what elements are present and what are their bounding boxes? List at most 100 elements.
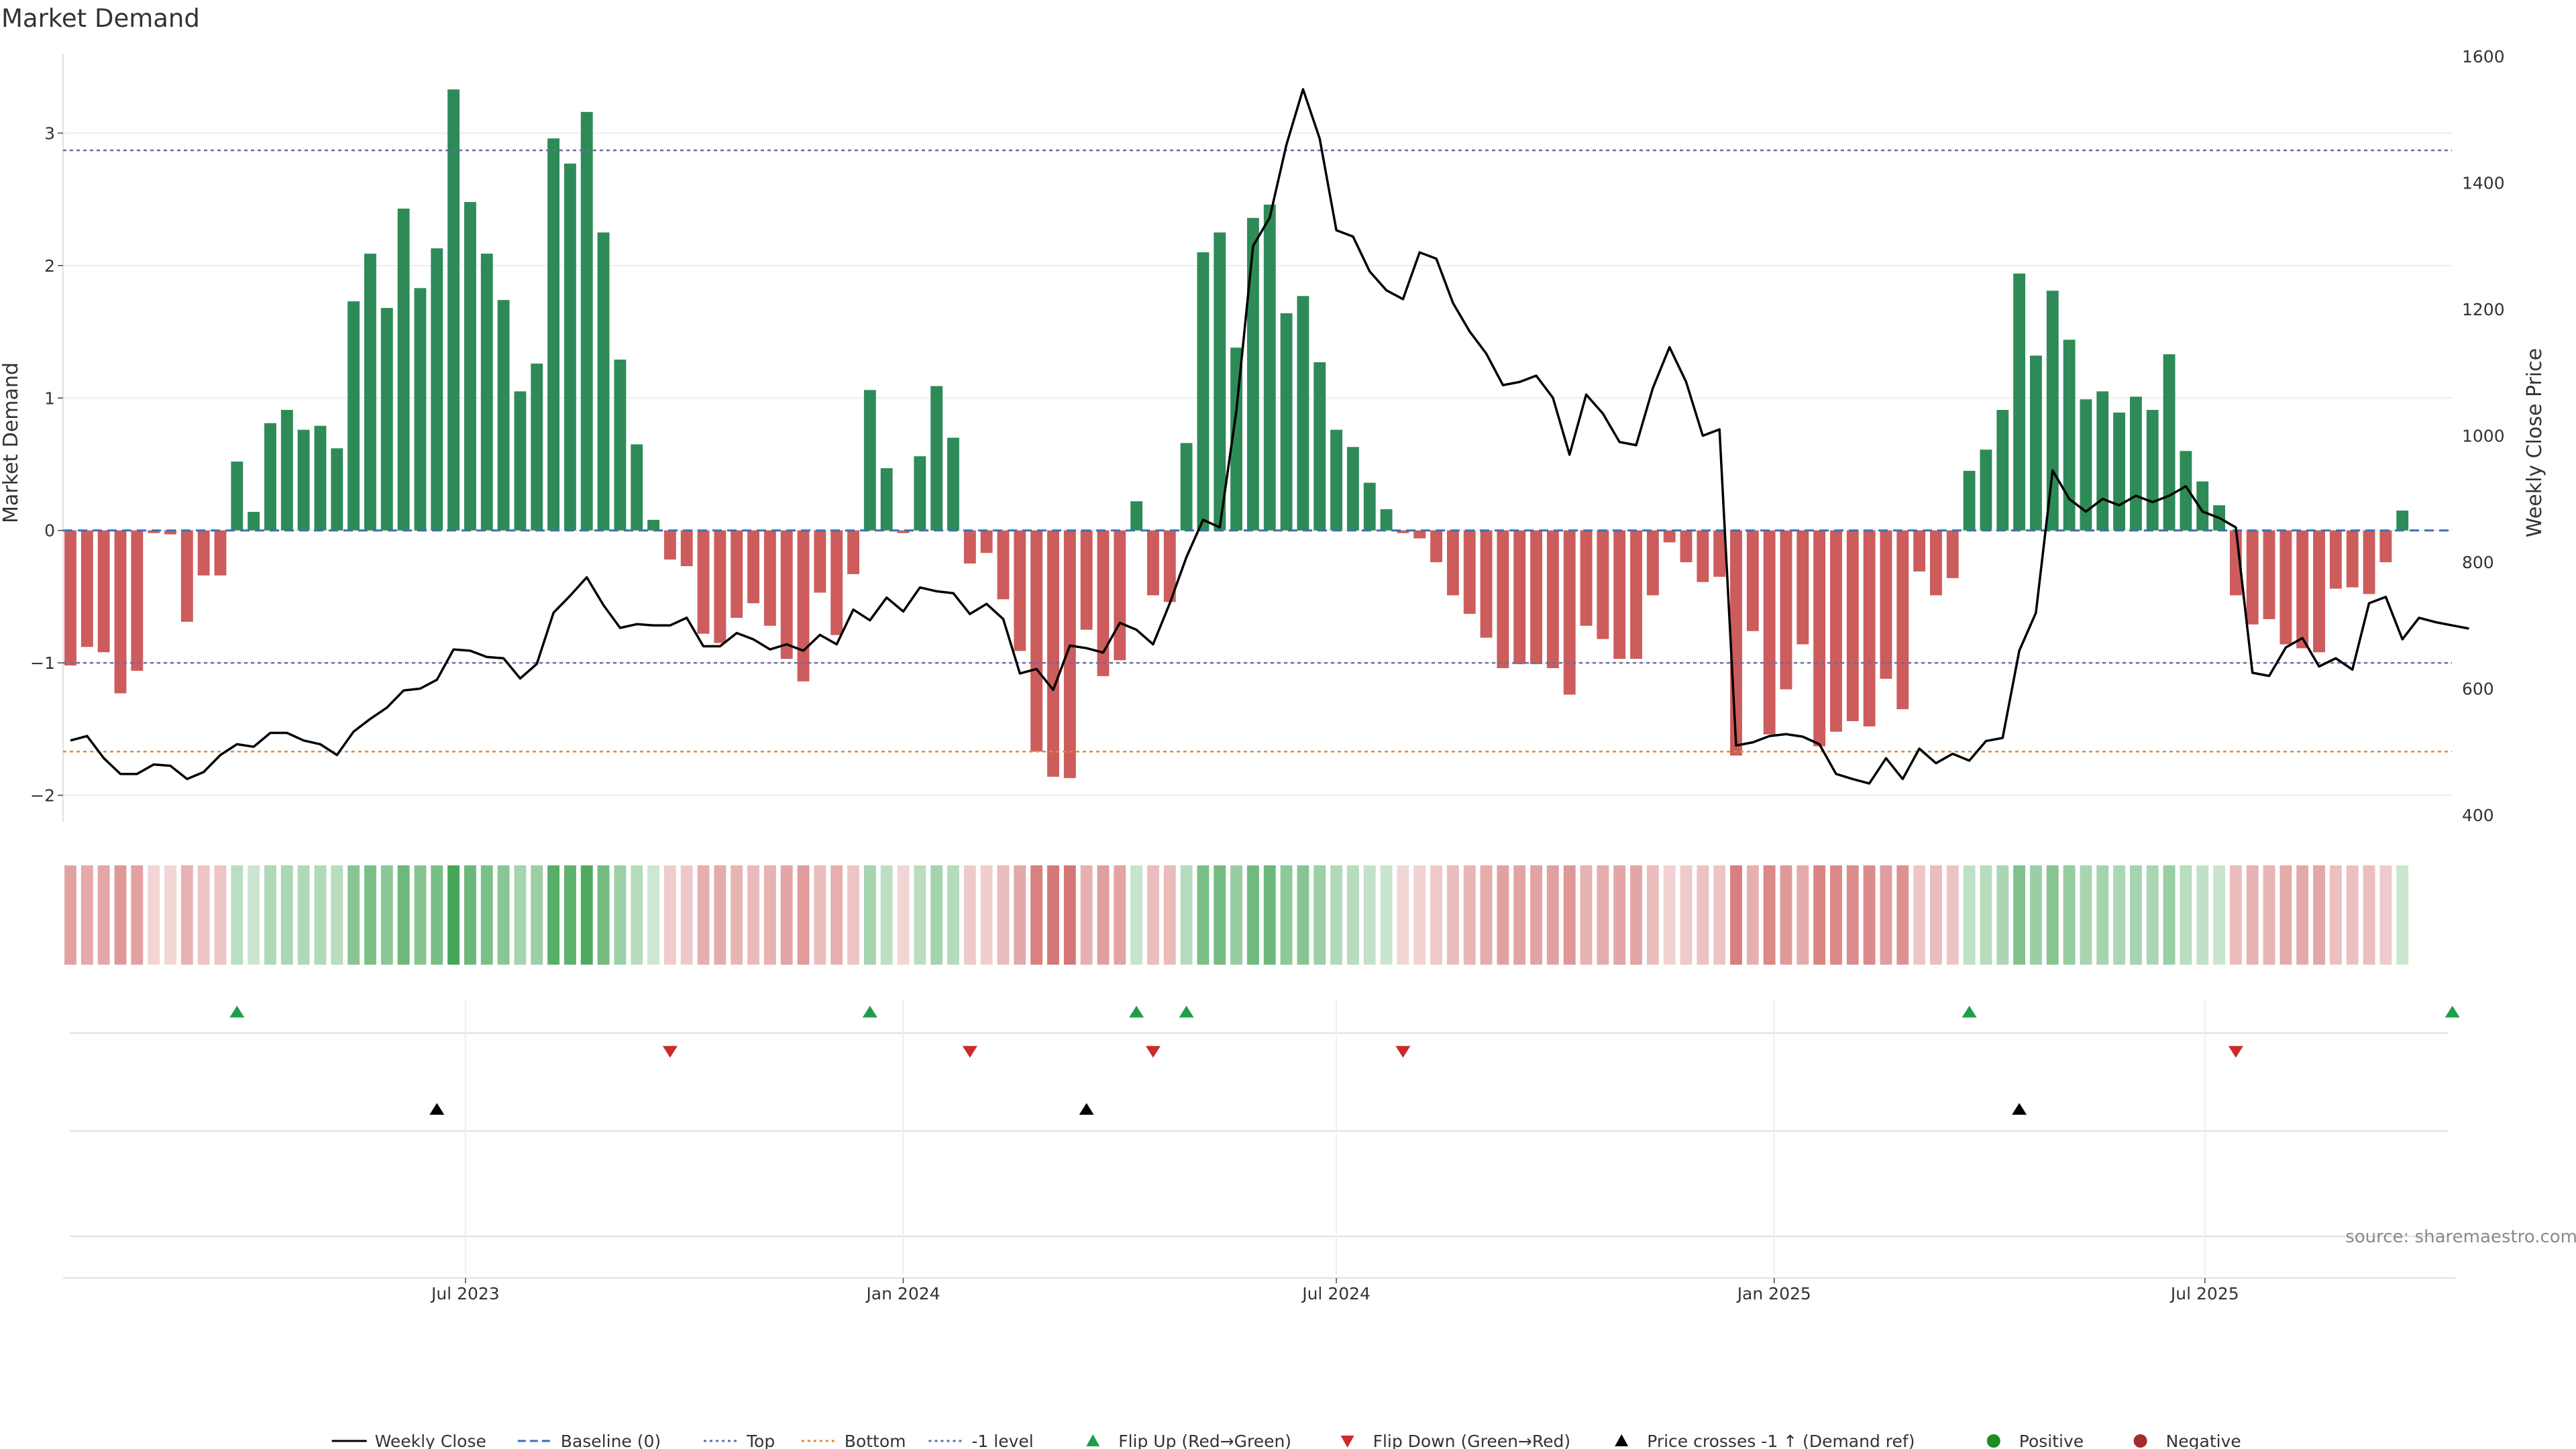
- right-tick-label: 1600: [2462, 47, 2505, 66]
- demand-bar: [164, 530, 176, 535]
- demand-bar: [1197, 252, 1210, 531]
- demand-bar: [480, 254, 493, 531]
- heat-cell: [997, 865, 1010, 965]
- heat-cell: [214, 865, 227, 965]
- y-tick-label: −2: [30, 786, 55, 806]
- demand-bar: [847, 530, 859, 574]
- heat-cell: [1713, 865, 1726, 965]
- heat-cell: [1513, 865, 1526, 965]
- heat-cell: [2196, 865, 2209, 965]
- demand-bar: [1030, 530, 1043, 752]
- heat-cell: [1896, 865, 1909, 965]
- heat-cell: [2146, 865, 2159, 965]
- heat-cell: [1663, 865, 1676, 965]
- demand-bar: [1363, 482, 1376, 531]
- heat-cell: [314, 865, 327, 965]
- heat-cell: [863, 865, 876, 965]
- demand-bar: [414, 288, 427, 531]
- heat-cell: [347, 865, 360, 965]
- heat-cell: [1380, 865, 1393, 965]
- demand-bar: [963, 530, 976, 564]
- demand-bar: [697, 530, 710, 634]
- heat-cell: [1197, 865, 1210, 965]
- heat-cell: [780, 865, 793, 965]
- legend-swatch: [1086, 1434, 1100, 1446]
- demand-bar: [2296, 530, 2309, 649]
- heat-cell: [264, 865, 276, 965]
- heat-cell: [647, 865, 659, 965]
- legend-label: Negative: [2166, 1432, 2241, 1449]
- demand-bar: [1663, 530, 1676, 543]
- demand-bar: [547, 138, 560, 531]
- demand-bar: [780, 530, 793, 659]
- y-tick-label: 2: [44, 256, 55, 276]
- heat-cell: [531, 865, 543, 965]
- weekly-close-polyline: [70, 88, 2469, 785]
- x-tick-label: Jul 2024: [1301, 1284, 1371, 1303]
- heat-cell: [480, 865, 493, 965]
- heat-cell: [880, 865, 893, 965]
- demand-bar: [1214, 232, 1226, 531]
- demand-bar: [80, 530, 93, 647]
- price-cross-marker: [429, 1103, 445, 1115]
- x-axis-ticks: Jul 2023 Jan 2024 Jul 2024 Jan 2025 Jul 2025: [430, 1278, 2239, 1303]
- demand-bar: [397, 208, 410, 531]
- heat-cell: [2229, 865, 2242, 965]
- demand-bar: [447, 89, 460, 531]
- heat-cell: [64, 865, 76, 965]
- right-tick-label: 400: [2462, 806, 2494, 825]
- heat-cell: [447, 865, 460, 965]
- demand-bar: [1130, 501, 1143, 531]
- x-tick-label: Jul 2025: [2169, 1284, 2239, 1303]
- heat-cell: [1680, 865, 1693, 965]
- demand-bar: [763, 530, 776, 626]
- heat-cell: [897, 865, 910, 965]
- demand-bar: [2329, 530, 2342, 589]
- heat-cell: [1280, 865, 1293, 965]
- legend-item: Flip Up (Red→Green): [1086, 1432, 1291, 1449]
- heat-cell: [1047, 865, 1059, 965]
- y-tick-label: −1: [30, 653, 55, 673]
- heat-cell: [1546, 865, 1559, 965]
- demand-bar: [2163, 354, 2176, 531]
- demand-bar: [1147, 530, 1159, 596]
- demand-bar: [1497, 530, 1509, 668]
- heat-cell: [1246, 865, 1259, 965]
- left-axis-ticks: −2 −1 0 1 2 3: [30, 123, 63, 806]
- flip-up-marker: [1129, 1006, 1144, 1018]
- heat-cell: [2346, 865, 2359, 965]
- heat-cell: [1580, 865, 1593, 965]
- heat-cell: [830, 865, 843, 965]
- demand-bar: [1280, 313, 1293, 531]
- heat-cell: [2063, 865, 2076, 965]
- heat-cell: [1230, 865, 1243, 965]
- demand-bar: [747, 530, 759, 604]
- flip-down-marker: [662, 1046, 678, 1058]
- legend-label: Flip Down (Green→Red): [1373, 1432, 1571, 1449]
- flip-down-marker: [1145, 1046, 1161, 1058]
- demand-bar: [830, 530, 843, 635]
- heat-cell: [1130, 865, 1143, 965]
- demand-bar: [580, 111, 593, 531]
- heat-cell: [1497, 865, 1509, 965]
- heat-cell: [1630, 865, 1642, 965]
- demand-bar: [231, 462, 244, 531]
- heat-cell: [1930, 865, 1942, 965]
- demand-bar: [1397, 530, 1409, 533]
- heat-cell: [914, 865, 926, 965]
- heat-cell: [1263, 865, 1276, 965]
- demand-bar: [2263, 530, 2275, 619]
- demand-bar: [2113, 412, 2126, 531]
- heat-cell: [248, 865, 260, 965]
- flip-up-marker: [1179, 1006, 1194, 1018]
- demand-bar: [1546, 530, 1559, 668]
- heat-cell: [980, 865, 993, 965]
- heat-cell: [847, 865, 859, 965]
- heat-cell: [2379, 865, 2392, 965]
- demand-bar: [1780, 530, 1792, 690]
- demand-bar: [464, 202, 476, 531]
- demand-bar: [1380, 509, 1393, 531]
- demand-bar: [2363, 530, 2375, 594]
- heat-cell: [414, 865, 427, 965]
- heat-cell: [1763, 865, 1776, 965]
